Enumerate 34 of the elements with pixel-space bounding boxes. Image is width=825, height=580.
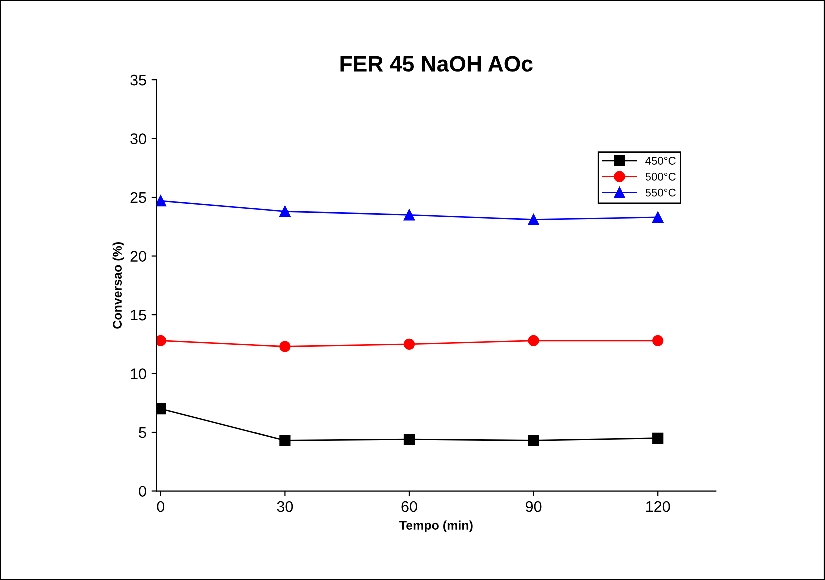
y-tick-label: 20 (130, 251, 146, 262)
y-tick-label: 10 (131, 368, 146, 380)
x-axis-title: Tempo (min) (400, 520, 473, 532)
y-tick-label: 30 (130, 134, 146, 144)
y-tick-label: 25 (130, 192, 146, 204)
point (404, 434, 416, 446)
legend-label: 550°C (646, 188, 676, 197)
point (652, 335, 664, 346)
x-tick-label: 90 (526, 501, 542, 512)
x-tick-label: 60 (402, 501, 418, 512)
legend-label: 450°C (646, 157, 676, 165)
point (528, 335, 540, 346)
x-tick-label: 120 (646, 501, 670, 512)
x-tick-label: 30 (277, 501, 294, 512)
x-tick-label: 0 (157, 501, 165, 512)
point (280, 206, 291, 218)
point (156, 403, 166, 415)
point (156, 196, 166, 207)
point (280, 341, 291, 352)
y-tick-label: 15 (131, 310, 146, 321)
point (404, 210, 416, 221)
y-tick-label: 5 (139, 428, 146, 438)
point (528, 214, 540, 226)
y-axis-title: Conversao (%) (112, 242, 124, 329)
y-tick-label: 35 (130, 74, 146, 86)
point (652, 432, 664, 444)
legend-label: 500°C (646, 172, 676, 181)
point (652, 212, 664, 224)
point (156, 335, 166, 346)
point (280, 435, 291, 446)
chart-title: FER 45 NaOH AOc (340, 56, 533, 72)
point (528, 435, 540, 446)
point (404, 338, 416, 350)
y-tick-label: 0 (139, 486, 146, 497)
